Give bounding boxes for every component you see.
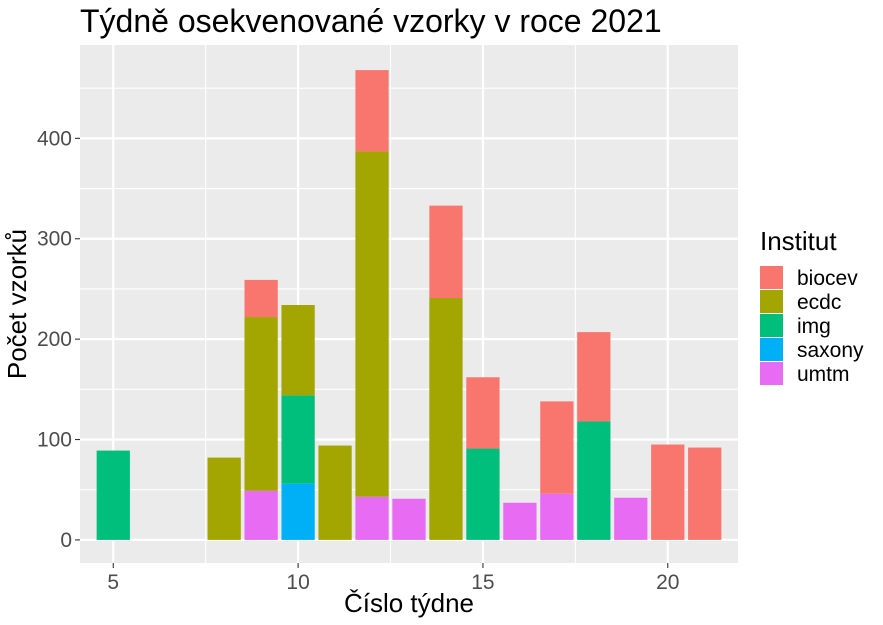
bar-img-week-18 [577,421,611,540]
bar-ecdc-week-14 [429,297,463,540]
x-axis: 5 10 15 20 [107,563,679,594]
bar-biocev-week-9 [244,279,278,318]
y-axis: 0 100 200 300 400 [37,127,80,552]
bar-ecdc-week-9 [244,317,278,491]
legend-key-ecdc [760,290,783,313]
legend-label-ecdc: ecdc [797,291,841,314]
legend-key-umtm [760,362,783,385]
bar-biocev-week-15 [466,377,500,449]
bar-ecdc-week-11 [318,445,352,540]
legend-label-img: img [797,315,831,338]
bar-umtm-week-12 [355,496,389,540]
legend-key-img [760,314,783,337]
legend-title: Institut [760,226,837,256]
bar-umtm-week-16 [503,502,537,540]
bar-biocev-week-17 [540,401,574,494]
legend-label-umtm: umtm [797,363,850,386]
x-tick-label: 15 [471,571,494,594]
y-tick-label: 200 [37,328,72,351]
bar-img-week-5 [96,450,130,540]
bar-biocev-week-21 [688,447,722,540]
chart-title: Týdně osekvenované vzorky v roce 2021 [80,3,662,39]
bars-layer [96,70,722,540]
legend-label-saxony: saxony [797,339,864,362]
x-tick-label: 5 [107,571,119,594]
bar-saxony-week-10 [281,483,315,540]
bar-umtm-week-13 [392,498,426,540]
bar-biocev-week-18 [577,332,611,422]
y-axis-title: Počet vzorků [2,229,32,379]
bar-ecdc-week-8 [207,457,241,540]
bar-img-week-15 [466,448,500,540]
y-tick-label: 100 [37,429,72,452]
x-axis-title: Číslo týdne [344,588,474,618]
x-tick-label: 20 [656,571,679,594]
legend-label-biocev: biocev [797,267,858,290]
bar-biocev-week-20 [651,444,685,540]
y-tick-label: 400 [37,127,72,150]
y-tick-label: 300 [37,228,72,251]
legend-key-biocev [760,266,783,289]
legend-key-saxony [760,338,783,361]
bar-umtm-week-17 [540,493,574,540]
bar-umtm-week-19 [614,497,648,540]
bar-ecdc-week-12 [355,151,389,497]
plot-panel [80,45,738,563]
y-tick-label: 0 [60,529,72,552]
bar-umtm-week-9 [244,490,278,540]
bar-biocev-week-12 [355,70,389,152]
bar-biocev-week-14 [429,205,463,298]
bar-img-week-10 [281,395,315,484]
bar-ecdc-week-10 [281,305,315,396]
x-tick-label: 10 [286,571,309,594]
